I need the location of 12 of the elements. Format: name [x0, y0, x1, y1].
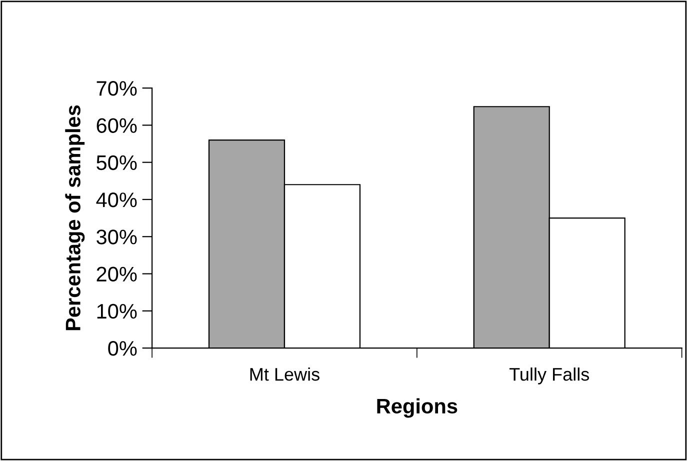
y-tick-label: 40% [96, 192, 137, 208]
y-tick-label: 70% [96, 81, 137, 96]
y-tick-label: 30% [96, 230, 137, 244]
y-tick-label: 0% [108, 341, 137, 356]
y-tick-label: 60% [96, 118, 137, 133]
x-axis-title: Regions [377, 398, 458, 418]
y-axis-title: Percentage of samples [65, 105, 85, 330]
y-tick-label: 10% [97, 304, 137, 319]
y-tick-label: 20% [96, 266, 137, 282]
x-tick-label: Tully Falls [509, 368, 590, 384]
x-tick-label: Mt Lewis [250, 368, 320, 381]
y-tick-label: 50% [96, 155, 137, 170]
